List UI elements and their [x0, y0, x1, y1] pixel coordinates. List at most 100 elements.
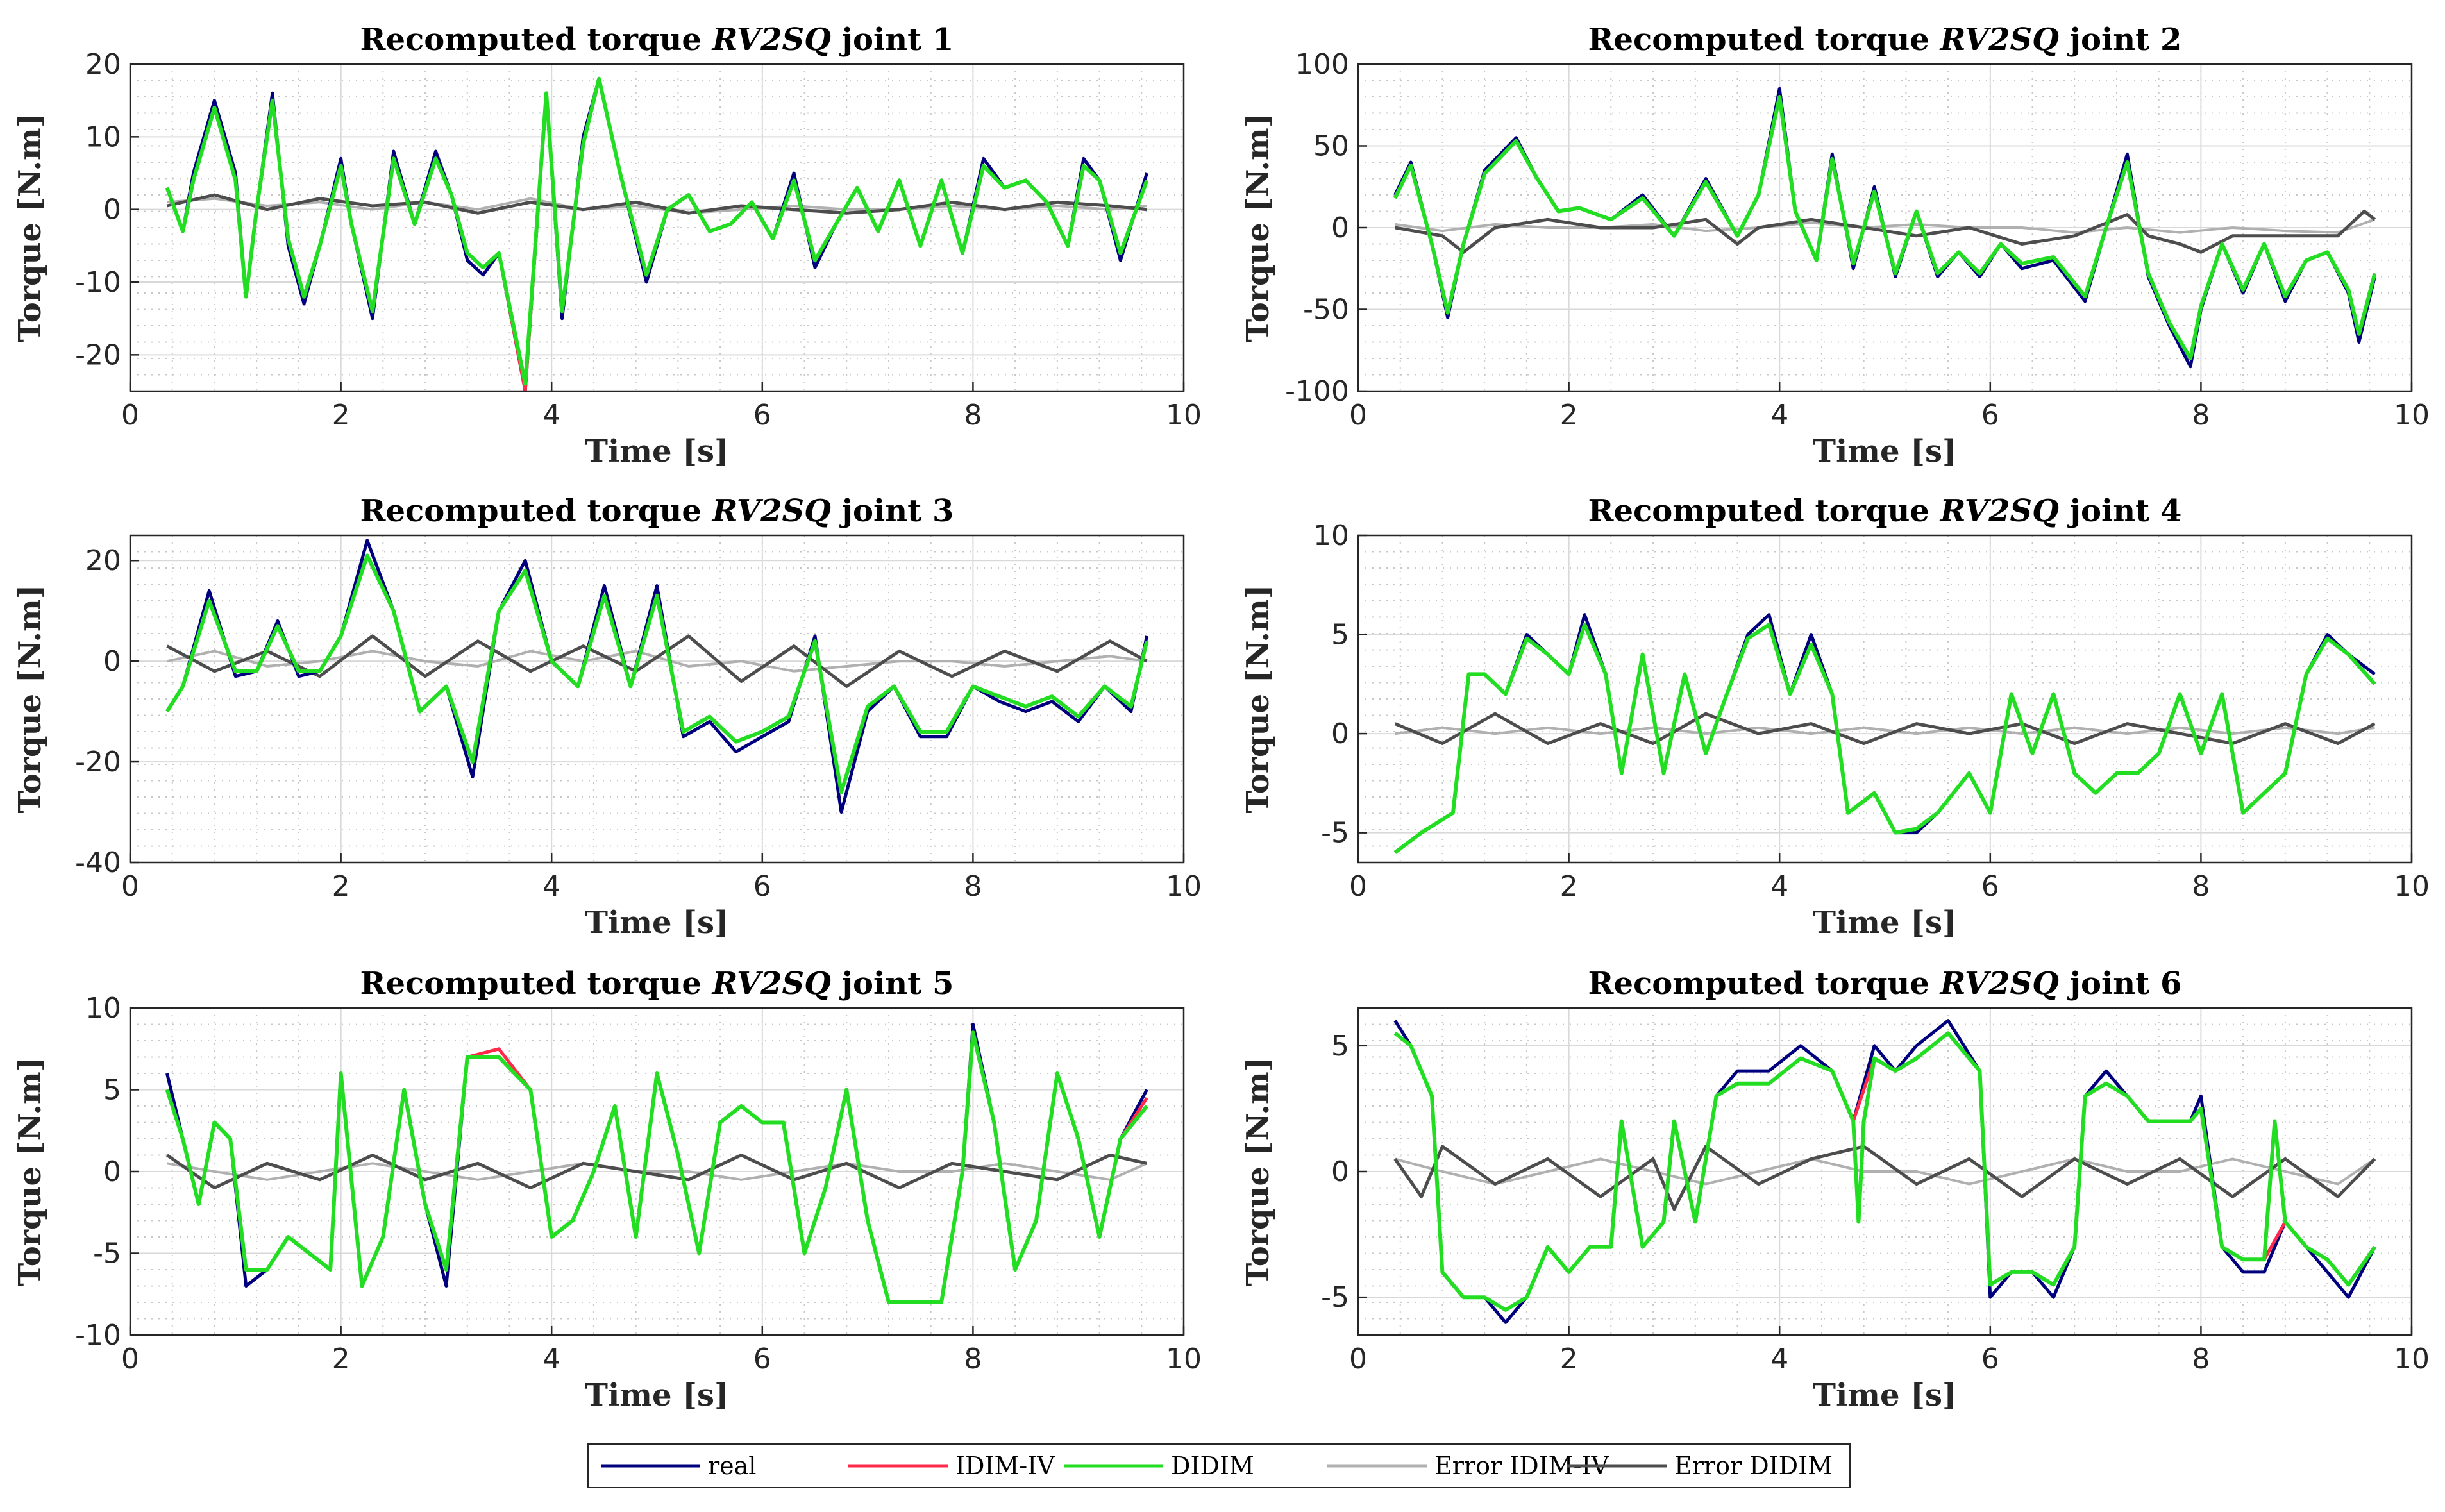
y-tick-label: -100	[1285, 375, 1349, 408]
y-tick-label: -20	[75, 339, 121, 371]
x-tick-label: 0	[1349, 399, 1367, 432]
series-error-didim	[1395, 210, 2376, 254]
x-axis-label: Time [s]	[1813, 1377, 1956, 1413]
x-tick-label: 4	[1770, 399, 1788, 432]
y-tick-label: 0	[1331, 1155, 1349, 1188]
legend-label: IDIM-IV	[955, 1452, 1055, 1480]
subplot-title: Recomputed torque RV2SQ joint 3	[360, 493, 954, 529]
y-tick-label: 20	[85, 48, 121, 81]
x-tick-label: 8	[964, 870, 982, 903]
x-tick-label: 2	[1560, 399, 1578, 432]
series-didim	[1393, 95, 2377, 360]
x-tick-label: 6	[1981, 1343, 1999, 1375]
x-tick-label: 2	[332, 1343, 350, 1375]
series-error-idim-iv	[1395, 218, 2376, 234]
x-tick-label: 2	[1560, 1343, 1578, 1375]
axes-box	[129, 63, 1185, 392]
y-tick-label: 100	[1295, 48, 1349, 81]
y-tick-label: -50	[1303, 294, 1349, 326]
x-tick-label: 8	[964, 1343, 982, 1375]
series-error-didim	[166, 634, 1148, 688]
y-tick-label: 10	[85, 992, 121, 1025]
x-tick-label: 10	[1166, 1343, 1202, 1375]
subplot-joint-5: 0 2 4 6 8 10 -10 -5 0 5 10 Recomputed torque RV2SQ …	[12, 966, 1202, 1413]
x-axis-label: Time [s]	[1813, 433, 1956, 469]
x-tick-label: 8	[2192, 399, 2210, 432]
series-error-idim-iv	[1395, 726, 2375, 735]
legend-label: Error DIDIM	[1674, 1452, 1833, 1480]
x-tick-label: 6	[1981, 399, 1999, 432]
series-didim	[165, 76, 1149, 386]
y-tick-label: -10	[75, 266, 121, 299]
axes-box	[1357, 534, 2413, 864]
subplot-title: Recomputed torque RV2SQ joint 5	[360, 966, 954, 1002]
x-tick-label: 10	[2394, 870, 2430, 903]
legend-label: real	[708, 1452, 756, 1480]
x-tick-label: 10	[2394, 1343, 2430, 1375]
y-axis-label: Torque [N.m]	[12, 1057, 48, 1286]
x-tick-label: 0	[1349, 1343, 1367, 1375]
series-error-didim	[166, 1154, 1148, 1189]
y-tick-label: -5	[93, 1238, 121, 1270]
series-group	[165, 76, 1149, 391]
x-tick-label: 6	[753, 1343, 771, 1375]
y-axis-label: Torque [N.m]	[1240, 585, 1276, 814]
series-group	[165, 1023, 1148, 1304]
series-didim	[1393, 623, 2376, 854]
subplot-joint-3: 0 2 4 6 8 10 -40 -20 0 20 Recomputed torque RV2SQ …	[12, 493, 1202, 941]
x-tick-label: 4	[1770, 870, 1788, 903]
y-tick-label: 0	[1331, 212, 1349, 244]
x-axis-label: Time [s]	[1813, 905, 1956, 941]
y-tick-label: 10	[1313, 519, 1349, 552]
x-tick-label: 4	[542, 870, 560, 903]
series-error-idim-iv	[1394, 1157, 2376, 1186]
y-axis-label: Torque [N.m]	[12, 113, 48, 342]
y-tick-label: 0	[103, 1155, 121, 1188]
series-didim	[1393, 1031, 2376, 1312]
x-tick-label: 0	[1349, 870, 1367, 903]
series-group	[1393, 87, 2377, 369]
series-error-didim	[166, 193, 1147, 215]
y-tick-label: 50	[1313, 130, 1349, 163]
x-axis-label: Time [s]	[585, 433, 728, 469]
x-tick-label: 0	[121, 870, 139, 903]
subplot-title: Recomputed torque RV2SQ joint 4	[1588, 493, 2182, 529]
subplot-joint-2: 0 2 4 6 8 10 -100 -50 0 50 100 Recomputed torque RV…	[1240, 22, 2430, 469]
x-tick-label: 10	[1166, 399, 1202, 432]
x-tick-label: 8	[964, 399, 982, 432]
series-group	[1393, 1019, 2376, 1324]
x-tick-label: 4	[542, 1343, 560, 1375]
x-tick-label: 6	[753, 399, 771, 432]
y-tick-label: -10	[75, 1319, 121, 1352]
x-tick-label: 10	[1166, 870, 1202, 903]
y-axis-label: Torque [N.m]	[1240, 1057, 1276, 1286]
series-didim	[165, 553, 1149, 794]
y-tick-label: 5	[103, 1074, 121, 1107]
series-error-didim	[1393, 1145, 2376, 1211]
subplot-joint-1: 0 2 4 6 8 10 -20 -10 0 10 20 Recomputed torque RV2S…	[12, 22, 1202, 469]
axes-box	[129, 534, 1185, 864]
x-tick-label: 6	[753, 870, 771, 903]
y-axis-label: Torque [N.m]	[1240, 113, 1276, 342]
series-error-didim	[1394, 712, 2376, 745]
x-tick-label: 6	[1981, 870, 1999, 903]
x-tick-label: 4	[1770, 1343, 1788, 1375]
subplot-title: Recomputed torque RV2SQ joint 2	[1588, 22, 2182, 58]
x-tick-label: 8	[2192, 870, 2210, 903]
y-tick-label: 5	[1331, 1030, 1349, 1063]
y-axis-label: Torque [N.m]	[12, 585, 48, 814]
x-tick-label: 4	[542, 399, 560, 432]
series-didim	[165, 1030, 1148, 1304]
subplot-title: Recomputed torque RV2SQ joint 6	[1588, 966, 2182, 1002]
y-tick-label: 20	[85, 544, 121, 577]
y-tick-label: 0	[1331, 718, 1349, 750]
x-axis-label: Time [s]	[585, 905, 728, 941]
series-group	[165, 539, 1149, 814]
legend: real IDIM-IV DIDIM Error IDIM-IV Error DIDIM	[587, 1443, 1851, 1488]
x-tick-label: 2	[1560, 870, 1578, 903]
y-tick-label: 5	[1331, 619, 1349, 651]
